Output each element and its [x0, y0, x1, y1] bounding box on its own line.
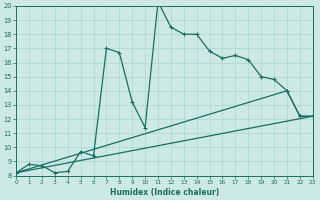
X-axis label: Humidex (Indice chaleur): Humidex (Indice chaleur) [110, 188, 219, 197]
